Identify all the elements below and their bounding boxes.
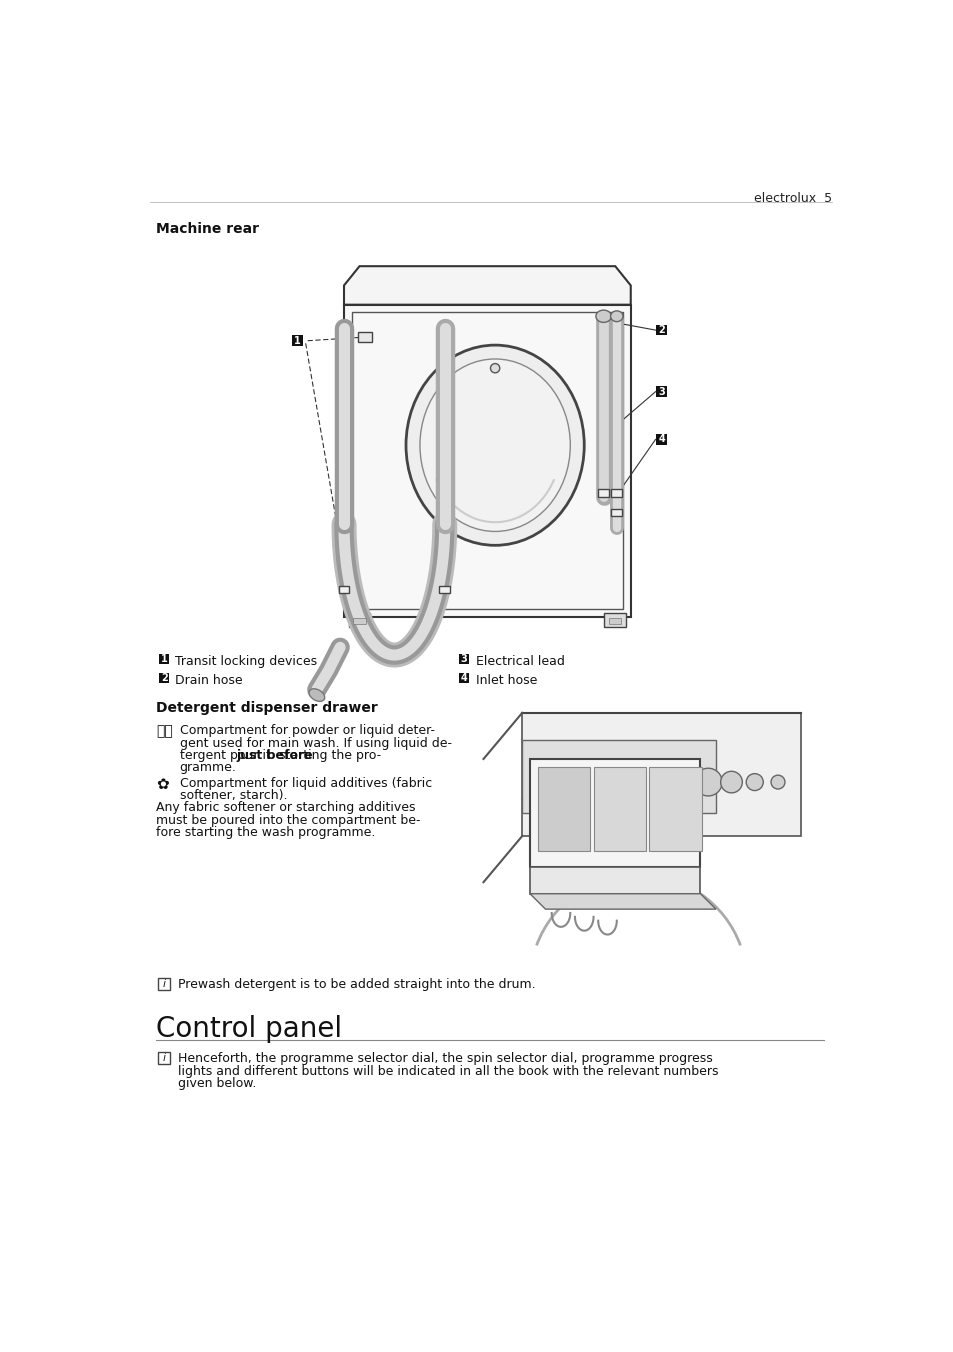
Bar bbox=[611, 508, 621, 516]
Circle shape bbox=[720, 771, 741, 792]
Text: 2: 2 bbox=[658, 324, 664, 335]
Text: softener, starch).: softener, starch). bbox=[179, 790, 287, 802]
Bar bbox=[521, 740, 716, 813]
Text: gramme.: gramme. bbox=[179, 761, 236, 775]
Bar bbox=[357, 331, 372, 342]
Text: Detergent dispenser drawer: Detergent dispenser drawer bbox=[156, 702, 377, 715]
Text: 3: 3 bbox=[658, 387, 664, 396]
Text: Drain hose: Drain hose bbox=[174, 675, 242, 687]
Text: 4: 4 bbox=[460, 673, 467, 683]
Bar bbox=[458, 654, 469, 664]
Text: Inlet hose: Inlet hose bbox=[476, 675, 537, 687]
Ellipse shape bbox=[309, 688, 324, 702]
Ellipse shape bbox=[419, 360, 570, 531]
Text: 1: 1 bbox=[161, 654, 168, 664]
Polygon shape bbox=[530, 894, 716, 909]
Text: fore starting the wash programme.: fore starting the wash programme. bbox=[156, 826, 375, 840]
Bar bbox=[353, 618, 365, 625]
Text: 1: 1 bbox=[294, 335, 300, 346]
Text: Machine rear: Machine rear bbox=[156, 222, 259, 237]
Text: Compartment for liquid additives (fabric: Compartment for liquid additives (fabric bbox=[179, 776, 432, 790]
Bar bbox=[656, 387, 666, 397]
Bar bbox=[537, 767, 590, 852]
Text: Any fabric softener or starching additives: Any fabric softener or starching additiv… bbox=[156, 802, 416, 814]
Bar bbox=[649, 767, 701, 852]
Text: i: i bbox=[162, 1053, 166, 1063]
Text: ꟷꟷ: ꟷꟷ bbox=[156, 725, 173, 738]
Text: Henceforth, the programme selector dial, the spin selector dial, programme progr: Henceforth, the programme selector dial,… bbox=[178, 1052, 712, 1065]
Text: ꟷꟷ: ꟷꟷ bbox=[550, 742, 563, 752]
Text: starting the pro-: starting the pro- bbox=[274, 749, 381, 763]
Text: 3: 3 bbox=[460, 654, 467, 664]
Bar bbox=[611, 489, 621, 498]
Polygon shape bbox=[530, 867, 700, 894]
Bar bbox=[656, 324, 666, 335]
Bar bbox=[348, 612, 370, 626]
Polygon shape bbox=[344, 266, 630, 304]
Text: Control panel: Control panel bbox=[156, 1015, 342, 1044]
Bar bbox=[439, 585, 450, 594]
Text: just before: just before bbox=[236, 749, 313, 763]
Bar bbox=[656, 434, 666, 445]
Bar bbox=[530, 758, 700, 867]
Text: must be poured into the compartment be-: must be poured into the compartment be- bbox=[156, 814, 420, 826]
Text: given below.: given below. bbox=[178, 1078, 256, 1090]
Bar bbox=[593, 767, 645, 852]
FancyBboxPatch shape bbox=[158, 1052, 171, 1064]
Ellipse shape bbox=[610, 311, 622, 322]
Text: Electrical lead: Electrical lead bbox=[476, 654, 564, 668]
Circle shape bbox=[694, 768, 721, 796]
Bar bbox=[344, 304, 630, 617]
Text: ✿: ✿ bbox=[519, 794, 532, 807]
Bar bbox=[608, 618, 620, 625]
Ellipse shape bbox=[406, 345, 583, 545]
Text: electrolux  5: electrolux 5 bbox=[753, 192, 831, 204]
Circle shape bbox=[745, 773, 762, 791]
Bar bbox=[598, 489, 608, 498]
Bar bbox=[458, 673, 469, 683]
Bar bbox=[159, 673, 169, 683]
Text: Transit locking devices: Transit locking devices bbox=[174, 654, 316, 668]
FancyBboxPatch shape bbox=[158, 977, 171, 990]
Text: tergent pour it: tergent pour it bbox=[179, 749, 274, 763]
Text: Prewash detergent is to be added straight into the drum.: Prewash detergent is to be added straigh… bbox=[178, 979, 536, 991]
Text: lights and different buttons will be indicated in all the book with the relevant: lights and different buttons will be ind… bbox=[178, 1064, 718, 1078]
Text: gent used for main wash. If using liquid de-: gent used for main wash. If using liquid… bbox=[179, 737, 451, 749]
Text: 2: 2 bbox=[161, 673, 168, 683]
Text: Compartment for powder or liquid deter-: Compartment for powder or liquid deter- bbox=[179, 725, 435, 737]
Circle shape bbox=[770, 775, 784, 790]
Text: ✿: ✿ bbox=[156, 776, 169, 792]
Text: 4: 4 bbox=[658, 434, 664, 445]
Circle shape bbox=[490, 364, 499, 373]
Bar bbox=[338, 585, 349, 594]
Bar bbox=[159, 654, 169, 664]
Bar bbox=[604, 612, 625, 626]
Polygon shape bbox=[521, 713, 801, 836]
Bar bbox=[352, 312, 622, 608]
Bar bbox=[292, 335, 303, 346]
Text: i: i bbox=[162, 979, 166, 988]
Ellipse shape bbox=[596, 310, 611, 322]
